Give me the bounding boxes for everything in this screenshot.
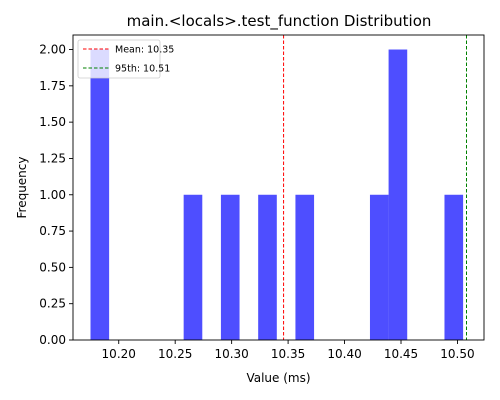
x-axis-label: Value (ms) [246, 371, 310, 385]
histogram-bar-5 [369, 194, 389, 340]
y-tick-label-3: 0.75 [39, 224, 66, 238]
histogram-bar-2 [220, 194, 240, 340]
y-tick-label-2: 0.50 [39, 260, 66, 274]
histogram-bar-1 [183, 194, 203, 340]
y-tick-label-8: 2.00 [39, 43, 66, 57]
y-tick-label-7: 1.75 [39, 79, 66, 93]
histogram-bar-0 [90, 49, 110, 341]
legend-box [77, 39, 161, 79]
chart-title: main.<locals>.test_function Distribution [127, 12, 432, 31]
x-tick-label-0: 10.20 [102, 347, 136, 361]
x-tick-label-6: 10.50 [440, 347, 474, 361]
legend: Mean: 10.35 95th: 10.51 [77, 39, 174, 79]
plot-area-frame [72, 34, 485, 341]
y-tick-label-6: 1.50 [39, 115, 66, 129]
x-tick-label-3: 10.35 [271, 347, 305, 361]
x-tick-label-4: 10.40 [327, 347, 361, 361]
legend-95th-label: 95th: 10.51 [115, 64, 170, 75]
y-tick-label-4: 1.00 [39, 188, 66, 202]
x-tick-label-1: 10.25 [158, 347, 192, 361]
histogram-bar-7 [444, 194, 464, 340]
histogram-bar-4 [295, 194, 315, 340]
x-tick-label-5: 10.45 [384, 347, 418, 361]
y-tick-label-5: 1.25 [39, 151, 66, 165]
x-tick-label-2: 10.30 [214, 347, 248, 361]
legend-mean-label: Mean: 10.35 [115, 45, 174, 56]
bars-layer [90, 49, 464, 341]
y-tick-label-0: 0.00 [39, 333, 66, 347]
reference-lines-layer [283, 35, 467, 340]
y-axis-label: Frequency [15, 157, 29, 219]
histogram-bar-3 [258, 194, 277, 340]
histogram-bar-6 [388, 49, 408, 341]
y-axis-ticks: 0.00 0.25 0.50 0.75 1.00 1.25 1.50 1.75 2.00 [39, 43, 73, 347]
y-tick-label-1: 0.25 [39, 297, 66, 311]
x-axis-ticks: 10.20 10.25 10.30 10.35 10.40 10.45 10.50 [102, 340, 475, 361]
